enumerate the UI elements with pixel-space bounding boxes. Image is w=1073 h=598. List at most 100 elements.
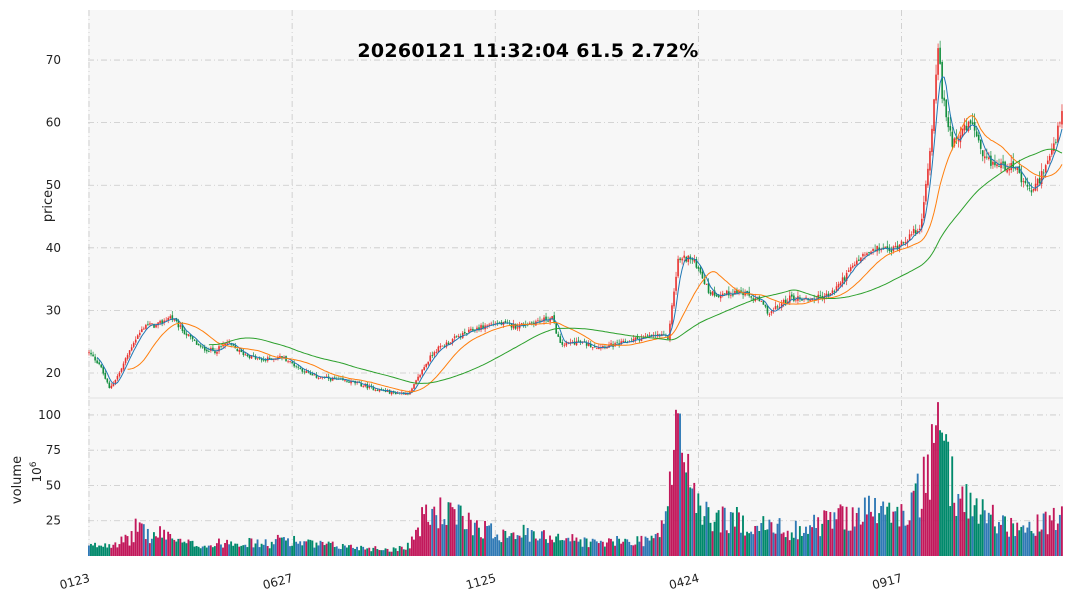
volume-bar — [394, 548, 397, 556]
volume-bar — [343, 545, 346, 556]
candle-body — [543, 317, 545, 322]
candle-body — [992, 161, 994, 165]
volume-bar — [201, 546, 204, 556]
volume-bar — [575, 537, 578, 556]
candle-body — [793, 295, 795, 301]
candle-body — [187, 334, 190, 336]
candle-body — [902, 242, 905, 244]
volume-bar — [475, 520, 478, 556]
volume-bar — [821, 523, 824, 556]
volume-bar — [721, 506, 724, 556]
candle-body — [1022, 180, 1025, 182]
volume-bar — [461, 515, 464, 556]
candle-body — [851, 265, 854, 268]
candle-body — [738, 290, 740, 294]
candle-body — [837, 284, 840, 288]
candle-body — [868, 252, 870, 253]
chart-title: 20260121 11:32:04 61.5 2.72% — [357, 40, 698, 62]
candle-body — [780, 303, 783, 308]
volume-bar — [608, 538, 610, 556]
price-tick-label: 40 — [46, 241, 61, 255]
candle-body — [805, 297, 807, 299]
candle-body — [94, 356, 96, 361]
candle-body — [679, 258, 681, 261]
volume-bar — [756, 525, 759, 556]
candle-body — [482, 325, 484, 329]
volume-bar — [230, 541, 233, 556]
candle-body — [918, 228, 921, 230]
candle-body — [723, 293, 726, 295]
volume-bar — [573, 540, 576, 556]
volume-bar — [715, 512, 718, 556]
volume-bar — [961, 486, 964, 556]
volume-bar — [203, 545, 206, 556]
candle-body — [421, 369, 423, 375]
volume-bar — [916, 473, 919, 556]
candle-body — [167, 318, 170, 321]
volume-bar — [92, 545, 94, 556]
candle-body — [208, 351, 210, 352]
candle-body — [644, 336, 647, 338]
volume-bar — [597, 543, 600, 556]
volume-bar — [563, 540, 566, 556]
volume-bar — [740, 532, 742, 556]
volume-bar — [528, 541, 531, 556]
volume-bar — [400, 546, 403, 556]
volume-bar — [890, 522, 893, 556]
candle-body — [1046, 160, 1049, 164]
volume-bar — [213, 546, 216, 556]
volume-bar — [711, 531, 714, 556]
volume-bar — [876, 523, 878, 556]
x-tick-label: 0917 — [871, 571, 904, 592]
candle-body — [268, 358, 271, 360]
candle-body — [971, 122, 974, 125]
candle-body — [1000, 162, 1002, 169]
volume-bar — [360, 545, 363, 556]
volume-bar — [272, 544, 275, 556]
price-axis-label: price — [41, 190, 56, 222]
candle-body — [384, 390, 387, 392]
volume-bar — [112, 544, 115, 556]
candle-body — [841, 277, 844, 284]
volume-bar — [636, 536, 639, 556]
candle-body — [344, 380, 346, 382]
candle-body — [983, 156, 986, 159]
candle-body — [250, 355, 253, 359]
volume-bar — [583, 537, 586, 556]
volume-bar — [467, 512, 470, 556]
volume-bar — [843, 529, 846, 556]
candle-body — [120, 368, 123, 373]
candle-body — [1059, 122, 1061, 124]
volume-bar — [293, 535, 296, 556]
volume-bar — [408, 548, 411, 556]
candle-body — [943, 97, 945, 101]
volume-bar — [146, 528, 149, 556]
candle-body — [669, 323, 671, 340]
candle-body — [553, 315, 555, 323]
volume-bar — [859, 524, 862, 556]
volume-bar — [760, 523, 763, 556]
candle-body — [988, 157, 990, 159]
candle-body — [845, 272, 848, 281]
candle-body — [703, 278, 706, 284]
volume-bar — [979, 514, 982, 556]
candle-body — [386, 390, 389, 392]
volume-bar — [532, 531, 535, 556]
volume-bar — [299, 541, 302, 556]
volume-bar — [506, 537, 509, 556]
candle-body — [764, 304, 767, 307]
volume-bar — [234, 543, 237, 556]
volume-bar — [404, 549, 407, 556]
volume-bar — [768, 519, 771, 556]
volume-bar — [770, 522, 773, 556]
volume-bar — [380, 550, 383, 556]
candle-body — [742, 292, 744, 295]
volume-bar — [218, 538, 220, 556]
volume-bar — [536, 540, 539, 556]
volume-bar — [98, 545, 101, 556]
volume-bar — [1028, 521, 1031, 556]
candle-body — [860, 257, 862, 262]
volume-bar — [480, 537, 482, 556]
candle-body — [124, 358, 127, 364]
candle-body — [216, 351, 218, 354]
